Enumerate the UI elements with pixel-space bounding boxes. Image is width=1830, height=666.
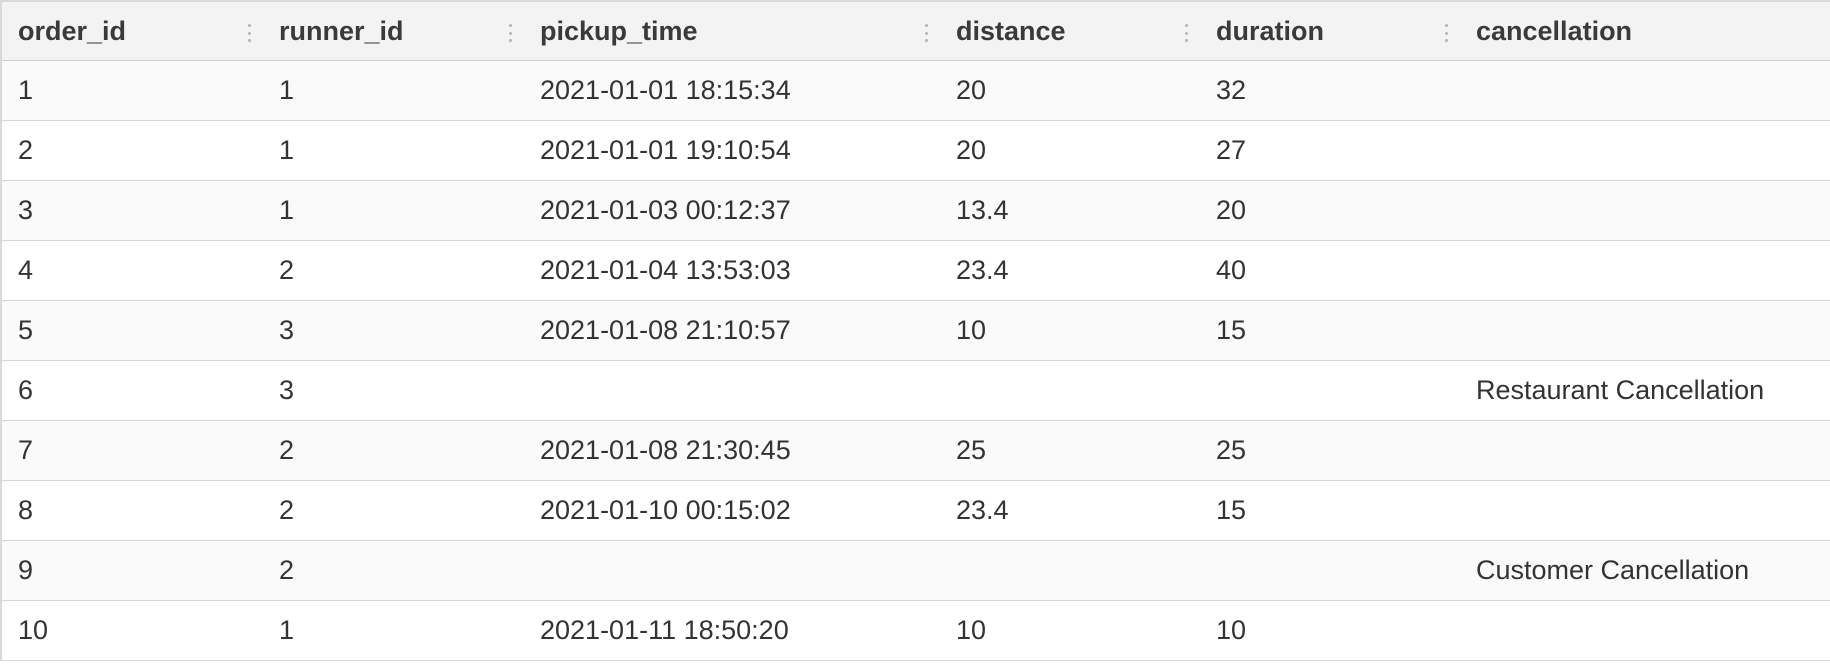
cell-duration: 25 [1216, 435, 1247, 465]
cell-pickup-time: 2021-01-04 13:53:03 [540, 255, 791, 285]
cell-duration [1200, 541, 1460, 600]
cell-distance: 10 [956, 615, 987, 645]
column-header-label: distance [956, 15, 1066, 46]
cell-runner-id: 3 [279, 315, 295, 345]
column-header-label: duration [1216, 15, 1324, 46]
cell-order-id: 6 [18, 375, 34, 405]
cell-pickup-time: 2021-01-01 18:15:34 [540, 75, 791, 105]
cell-order-id: 1 [18, 75, 34, 105]
cell-duration: 27 [1216, 135, 1247, 165]
cell-pickup-time: 2021-01-08 21:30:45 [540, 435, 791, 465]
column-resize-handle-icon[interactable] [509, 24, 512, 42]
cell-distance: 25 [956, 435, 987, 465]
table-row[interactable]: 6 3 Restaurant Cancellation [2, 361, 1830, 421]
column-header-runner-id[interactable]: runner_id [263, 2, 524, 60]
table-row[interactable]: 5 3 2021-01-08 21:10:57 10 15 [2, 301, 1830, 361]
cell-order-id: 7 [18, 435, 34, 465]
column-header-distance[interactable]: distance [940, 2, 1200, 60]
cell-pickup-time: 2021-01-01 19:10:54 [540, 135, 791, 165]
cell-order-id: 4 [18, 255, 34, 285]
cell-runner-id: 1 [279, 615, 295, 645]
cell-runner-id: 1 [279, 75, 295, 105]
cell-runner-id: 2 [279, 495, 295, 525]
cell-order-id: 8 [18, 495, 34, 525]
column-header-duration[interactable]: duration [1200, 2, 1460, 60]
cell-order-id: 3 [18, 195, 34, 225]
table-row[interactable]: 10 1 2021-01-11 18:50:20 10 10 [2, 601, 1830, 661]
cell-pickup-time [524, 361, 940, 420]
cell-duration: 32 [1216, 75, 1247, 105]
cell-order-id: 10 [18, 615, 49, 645]
cell-cancellation: Customer Cancellation [1476, 555, 1750, 585]
column-header-label: order_id [18, 15, 127, 46]
cell-duration [1200, 361, 1460, 420]
cell-cancellation [1460, 601, 1830, 660]
cell-runner-id: 2 [279, 555, 295, 585]
table-row[interactable]: 1 1 2021-01-01 18:15:34 20 32 [2, 61, 1830, 121]
table-row[interactable]: 3 1 2021-01-03 00:12:37 13.4 20 [2, 181, 1830, 241]
cell-distance: 23.4 [956, 495, 1009, 525]
cell-order-id: 2 [18, 135, 34, 165]
cell-cancellation [1460, 481, 1830, 540]
cell-duration: 20 [1216, 195, 1247, 225]
table-row[interactable]: 9 2 Customer Cancellation [2, 541, 1830, 601]
table-row[interactable]: 4 2 2021-01-04 13:53:03 23.4 40 [2, 241, 1830, 301]
cell-duration: 15 [1216, 495, 1247, 525]
cell-distance: 20 [956, 135, 987, 165]
cell-distance: 23.4 [956, 255, 1009, 285]
cell-runner-id: 1 [279, 135, 295, 165]
cell-runner-id: 2 [279, 255, 295, 285]
cell-runner-id: 3 [279, 375, 295, 405]
column-resize-handle-icon[interactable] [1445, 24, 1448, 42]
cell-cancellation [1460, 181, 1830, 240]
cell-duration: 15 [1216, 315, 1247, 345]
table-row[interactable]: 7 2 2021-01-08 21:30:45 25 25 [2, 421, 1830, 481]
cell-cancellation [1460, 61, 1830, 120]
cell-cancellation [1460, 421, 1830, 480]
column-header-label: runner_id [279, 15, 404, 46]
cell-distance [940, 541, 1200, 600]
cell-cancellation [1460, 241, 1830, 300]
cell-pickup-time: 2021-01-11 18:50:20 [540, 615, 789, 645]
cell-order-id: 5 [18, 315, 34, 345]
cell-duration: 40 [1216, 255, 1247, 285]
cell-distance: 20 [956, 75, 987, 105]
cell-order-id: 9 [18, 555, 34, 585]
column-header-pickup-time[interactable]: pickup_time [524, 2, 940, 60]
table-row[interactable]: 8 2 2021-01-10 00:15:02 23.4 15 [2, 481, 1830, 541]
cell-duration: 10 [1216, 615, 1247, 645]
column-header-cancellation[interactable]: cancellation [1460, 2, 1830, 60]
cell-distance [940, 361, 1200, 420]
cell-cancellation [1460, 121, 1830, 180]
column-resize-handle-icon[interactable] [1185, 24, 1188, 42]
table-header: order_id runner_id pickup_time distance … [2, 2, 1830, 61]
column-resize-handle-icon[interactable] [248, 24, 251, 42]
cell-distance: 13.4 [956, 195, 1009, 225]
cell-runner-id: 1 [279, 195, 295, 225]
cell-runner-id: 2 [279, 435, 295, 465]
column-header-order-id[interactable]: order_id [2, 2, 263, 60]
cell-pickup-time: 2021-01-10 00:15:02 [540, 495, 791, 525]
cell-pickup-time: 2021-01-08 21:10:57 [540, 315, 791, 345]
cell-pickup-time: 2021-01-03 00:12:37 [540, 195, 791, 225]
cell-distance: 10 [956, 315, 987, 345]
column-resize-handle-icon[interactable] [925, 24, 928, 42]
cell-cancellation [1460, 301, 1830, 360]
cell-cancellation: Restaurant Cancellation [1476, 375, 1765, 405]
column-header-label: cancellation [1476, 15, 1633, 46]
table-row[interactable]: 2 1 2021-01-01 19:10:54 20 27 [2, 121, 1830, 181]
cell-pickup-time [524, 541, 940, 600]
column-header-label: pickup_time [540, 15, 698, 46]
